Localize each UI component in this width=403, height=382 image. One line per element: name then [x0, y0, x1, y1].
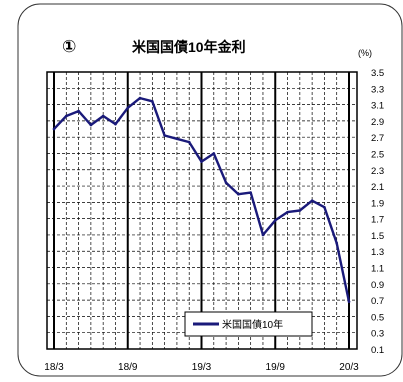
y-tick-label: 1.1 — [371, 264, 384, 275]
chart-title: 米国国債10年金利 — [132, 39, 246, 55]
x-tick-label: 18/9 — [118, 362, 138, 373]
data-point — [89, 123, 93, 127]
y-tick-label: 1.3 — [371, 247, 384, 258]
x-tick-label: 20/3 — [339, 362, 359, 373]
data-point — [175, 137, 179, 141]
panel-marker: ① — [62, 37, 76, 56]
legend: 米国国債10年 — [184, 311, 313, 337]
y-tick-label: 3.1 — [371, 101, 384, 112]
data-point — [310, 199, 314, 203]
y-tick-label: 2.9 — [371, 117, 384, 128]
data-point — [114, 122, 117, 126]
data-point — [249, 191, 252, 194]
y-tick-label: 2.7 — [371, 133, 384, 144]
data-point — [64, 114, 68, 118]
data-point — [138, 96, 142, 100]
y-tick-label: 1.7 — [371, 215, 384, 226]
y-tick-label: 2.5 — [371, 149, 384, 160]
axis-ticks: 3.5 3.3 3.1 2.9 2.7 2.5 2.3 2.1 1.9 1.7 1.5 1.3 1.1 0… — [44, 68, 384, 373]
data-point — [101, 114, 105, 118]
x-tick-label: 18/3 — [44, 362, 64, 373]
data-point — [151, 100, 154, 103]
y-tick-label: 0.9 — [371, 280, 384, 291]
data-point — [273, 218, 277, 222]
legend-label: 米国国債10年 — [222, 318, 283, 331]
y-tick-label: 0.5 — [371, 312, 384, 323]
data-point — [261, 233, 265, 237]
grid — [47, 71, 357, 350]
data-point — [200, 160, 203, 163]
data-point — [163, 134, 166, 137]
x-tick-label: 19/9 — [266, 362, 286, 373]
data-point — [237, 192, 240, 196]
y-tick-label: 0.1 — [371, 345, 384, 356]
unit-label: (%) — [358, 48, 372, 58]
y-tick-label: 0.7 — [371, 296, 384, 307]
x-tick-label: 19/3 — [192, 362, 212, 373]
data-point — [286, 210, 289, 214]
data-point — [335, 241, 339, 245]
y-tick-label: 2.3 — [371, 166, 384, 177]
data-point — [212, 152, 216, 155]
data-point — [298, 209, 302, 212]
data-point — [347, 300, 351, 304]
data-point — [52, 127, 56, 131]
data-point — [187, 140, 191, 144]
y-tick-label: 3.5 — [371, 68, 384, 79]
data-point — [323, 205, 326, 209]
y-tick-label: 3.3 — [371, 84, 384, 95]
chart-border — [17, 3, 403, 377]
data-point — [77, 109, 80, 113]
y-tick-label: 1.5 — [371, 231, 384, 242]
y-tick-label: 1.9 — [371, 198, 384, 209]
series-layer — [52, 96, 351, 304]
y-tick-label: 2.1 — [371, 182, 384, 193]
data-point — [224, 181, 228, 185]
data-point — [126, 106, 130, 110]
y-tick-label: 0.3 — [371, 329, 384, 340]
